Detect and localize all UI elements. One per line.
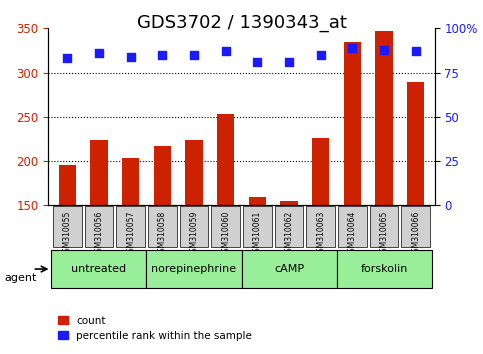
Bar: [280, 201, 298, 205]
FancyBboxPatch shape: [370, 206, 398, 247]
FancyBboxPatch shape: [337, 250, 431, 288]
Text: agent: agent: [5, 273, 37, 283]
FancyBboxPatch shape: [212, 206, 240, 247]
Point: [380, 47, 388, 52]
FancyBboxPatch shape: [180, 206, 208, 247]
FancyBboxPatch shape: [243, 206, 271, 247]
Point: [222, 48, 229, 54]
FancyBboxPatch shape: [338, 206, 367, 247]
Text: GSM310056: GSM310056: [95, 210, 103, 257]
Bar: [217, 114, 234, 205]
Text: GSM310063: GSM310063: [316, 210, 325, 257]
Text: GSM310062: GSM310062: [284, 210, 294, 257]
FancyBboxPatch shape: [401, 206, 430, 247]
FancyBboxPatch shape: [148, 206, 177, 247]
Text: norepinephrine: norepinephrine: [152, 264, 237, 274]
Point: [254, 59, 261, 65]
Text: GSM310057: GSM310057: [126, 210, 135, 257]
FancyBboxPatch shape: [53, 206, 82, 247]
Point: [127, 54, 134, 59]
Bar: [185, 140, 203, 205]
Text: GSM310060: GSM310060: [221, 210, 230, 257]
Point: [317, 52, 325, 58]
Text: GSM310065: GSM310065: [380, 210, 388, 257]
Bar: [154, 146, 171, 205]
Text: cAMP: cAMP: [274, 264, 304, 274]
Legend: count, percentile rank within the sample: count, percentile rank within the sample: [54, 312, 256, 345]
Text: GDS3702 / 1390343_at: GDS3702 / 1390343_at: [137, 14, 346, 32]
Point: [349, 45, 356, 51]
Text: GSM310059: GSM310059: [189, 210, 199, 257]
Bar: [249, 197, 266, 205]
Text: forskolin: forskolin: [360, 264, 408, 274]
Text: GSM310061: GSM310061: [253, 210, 262, 257]
Text: GSM310055: GSM310055: [63, 210, 72, 257]
Bar: [90, 140, 108, 205]
Bar: [312, 138, 329, 205]
Point: [285, 59, 293, 65]
FancyBboxPatch shape: [85, 206, 113, 247]
Bar: [122, 158, 140, 205]
Text: GSM310058: GSM310058: [158, 210, 167, 257]
Bar: [58, 165, 76, 205]
FancyBboxPatch shape: [275, 206, 303, 247]
Text: untreated: untreated: [71, 264, 127, 274]
FancyBboxPatch shape: [116, 206, 145, 247]
Text: GSM310066: GSM310066: [411, 210, 420, 257]
Point: [63, 56, 71, 61]
Bar: [375, 31, 393, 205]
FancyBboxPatch shape: [146, 250, 242, 288]
FancyBboxPatch shape: [306, 206, 335, 247]
FancyBboxPatch shape: [242, 250, 337, 288]
FancyBboxPatch shape: [52, 250, 146, 288]
Bar: [407, 82, 425, 205]
Bar: [343, 42, 361, 205]
Text: GSM310064: GSM310064: [348, 210, 357, 257]
Point: [190, 52, 198, 58]
Point: [412, 48, 420, 54]
Point: [158, 52, 166, 58]
Point: [95, 50, 103, 56]
